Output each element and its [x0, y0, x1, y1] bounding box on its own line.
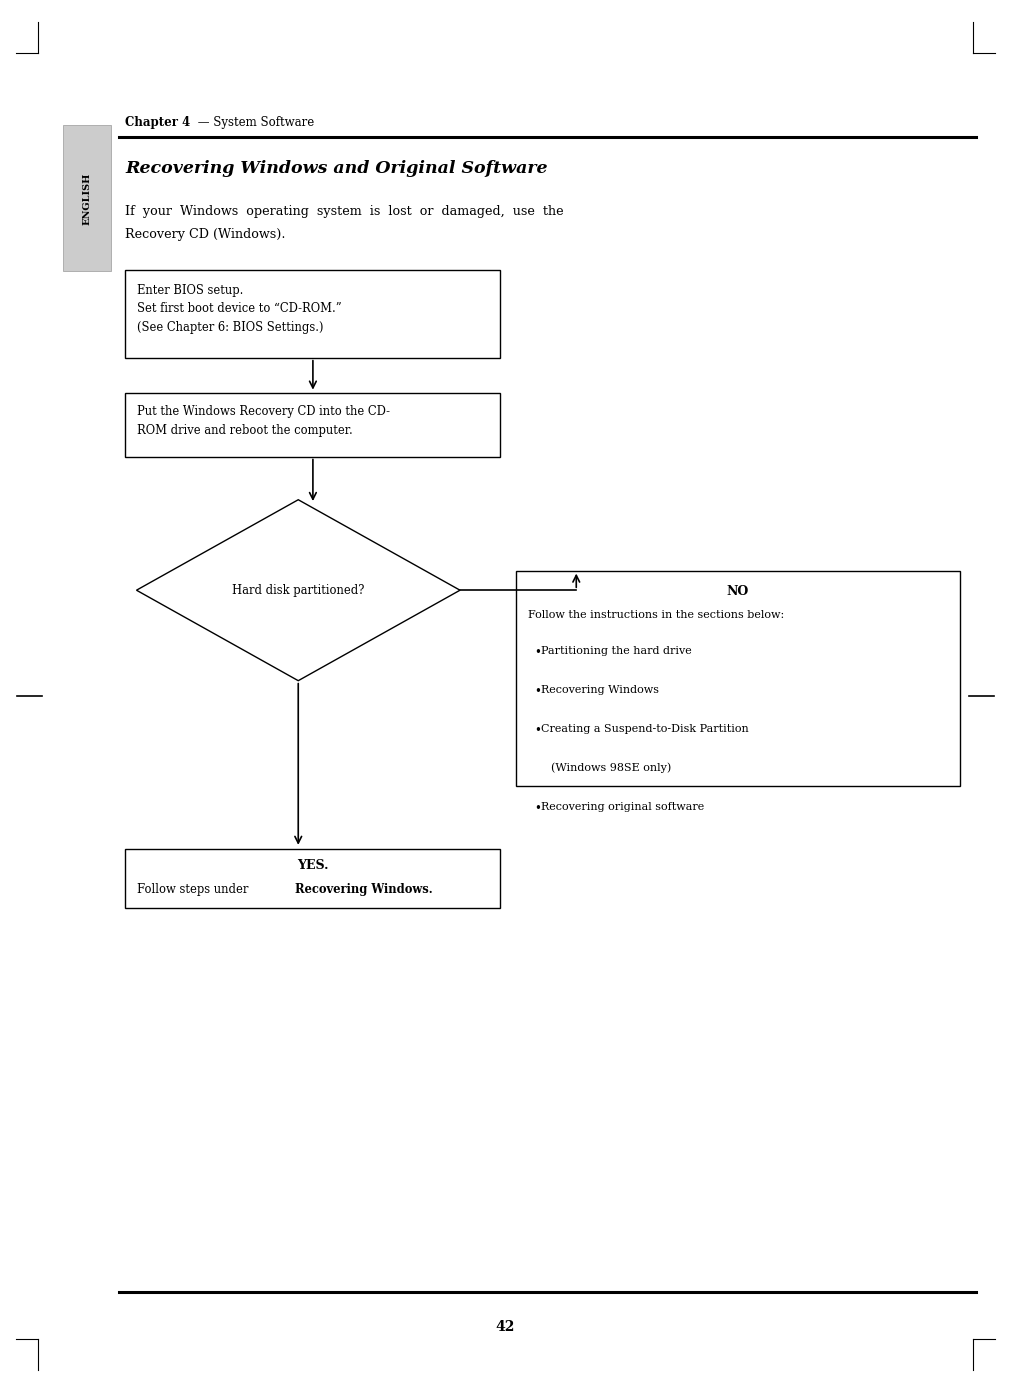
Text: YES.: YES.: [297, 859, 329, 871]
Text: Recovering original software: Recovering original software: [541, 802, 704, 812]
Text: •: •: [534, 685, 541, 697]
Text: ENGLISH: ENGLISH: [83, 173, 91, 224]
Text: Recovery CD (Windows).: Recovery CD (Windows).: [125, 228, 286, 241]
Text: Recovering Windows: Recovering Windows: [541, 685, 659, 695]
Text: If  your  Windows  operating  system  is  lost  or  damaged,  use  the: If your Windows operating system is lost…: [125, 205, 564, 217]
Text: •: •: [534, 802, 541, 814]
Text: Enter BIOS setup.
Set first boot device to “CD-ROM.”
(See Chapter 6: BIOS Settin: Enter BIOS setup. Set first boot device …: [137, 284, 342, 334]
FancyBboxPatch shape: [125, 393, 500, 457]
Text: Partitioning the hard drive: Partitioning the hard drive: [541, 646, 692, 656]
Text: 42: 42: [495, 1320, 516, 1334]
Text: Follow steps under: Follow steps under: [137, 883, 253, 895]
Text: Recovering Windows.: Recovering Windows.: [295, 883, 433, 895]
Polygon shape: [136, 500, 460, 681]
FancyBboxPatch shape: [125, 270, 500, 358]
Text: NO: NO: [727, 585, 749, 597]
FancyBboxPatch shape: [125, 849, 500, 908]
Text: Follow the instructions in the sections below:: Follow the instructions in the sections …: [528, 610, 784, 619]
Text: Recovering Windows and Original Software: Recovering Windows and Original Software: [125, 160, 548, 177]
FancyBboxPatch shape: [516, 571, 960, 786]
Text: (Windows 98SE only): (Windows 98SE only): [551, 763, 671, 774]
Text: Hard disk partitioned?: Hard disk partitioned?: [233, 583, 364, 597]
Text: Put the Windows Recovery CD into the CD-
ROM drive and reboot the computer.: Put the Windows Recovery CD into the CD-…: [137, 405, 390, 437]
Text: •: •: [534, 646, 541, 658]
Text: Chapter 4: Chapter 4: [125, 116, 191, 129]
FancyBboxPatch shape: [63, 125, 111, 271]
Text: Creating a Suspend-to-Disk Partition: Creating a Suspend-to-Disk Partition: [541, 724, 748, 734]
Text: — System Software: — System Software: [194, 116, 314, 129]
Text: •: •: [534, 724, 541, 736]
